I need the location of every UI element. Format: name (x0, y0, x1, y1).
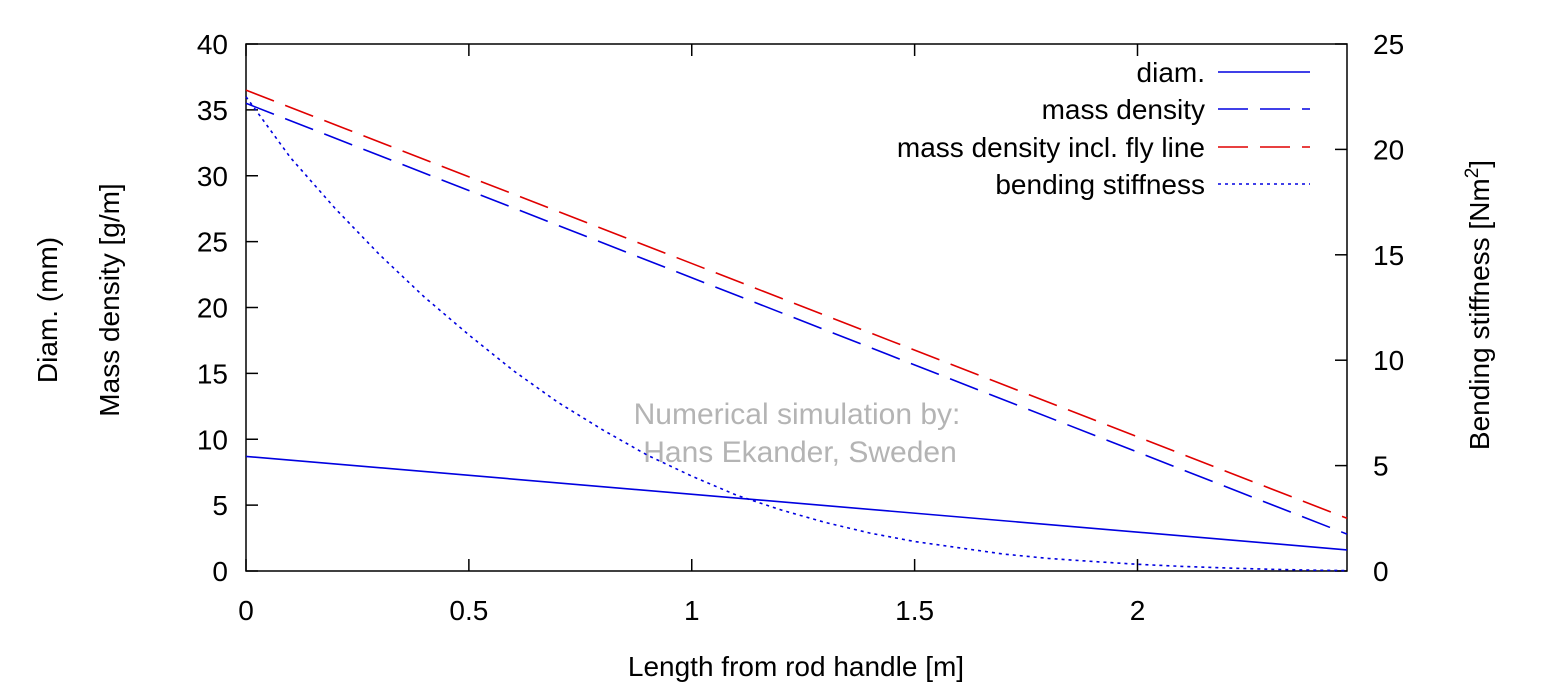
y-axis-title-line-2: Mass density [g/m] (94, 183, 125, 416)
x-tick-label: 1.5 (895, 595, 934, 626)
y-tick-label: 10 (197, 424, 228, 455)
y-tick-label: 30 (197, 161, 228, 192)
y2-tick-label: 20 (1373, 134, 1404, 165)
series-line-mass-density (245, 102, 1348, 535)
y2-axis-title-main: Bending stiffness [Nm (1464, 178, 1495, 450)
y-tick-label: 35 (197, 95, 228, 126)
watermark-line-2: Hans Ekander, Sweden (643, 436, 957, 469)
watermark: Numerical simulation by: Hans Ekander, S… (634, 398, 961, 469)
legend: diam. mass density mass density incl. fly … (897, 57, 1310, 200)
y2-axis-title-sup: 2 (1462, 168, 1483, 179)
legend-label: mass density (1042, 94, 1205, 125)
y2-tick-label: 25 (1373, 29, 1404, 60)
series-line-bending-stiffness (245, 96, 1348, 572)
y2-tick-label: 5 (1373, 451, 1389, 482)
y2-axis-title-end: ] (1464, 160, 1495, 168)
y-tick-label: 15 (197, 358, 228, 389)
legend-label: bending stiffness (995, 169, 1205, 200)
y-tick-label: 0 (212, 556, 228, 587)
x-tick-label: 2 (1130, 595, 1146, 626)
legend-label: diam. (1137, 57, 1205, 88)
x-tick-label: 1 (684, 595, 700, 626)
y2-axis-title: Bending stiffness [Nm2] (1462, 160, 1495, 450)
series-line-mass-density-incl-fly-line (245, 89, 1348, 520)
y2-tick-label: 10 (1373, 345, 1404, 376)
y-tick-label: 20 (197, 293, 228, 324)
legend-label: mass density incl. fly line (897, 132, 1205, 163)
y-axis-title-line-1: Diam. (mm) (32, 237, 63, 383)
x-tick-label: 0 (238, 595, 254, 626)
y2-tick-label: 15 (1373, 240, 1404, 271)
y-tick-label: 25 (197, 227, 228, 258)
y-tick-label: 40 (197, 29, 228, 60)
x-axis-title: Length from rod handle [m] (628, 651, 964, 682)
y-tick-label: 5 (212, 490, 228, 521)
series-lines (245, 89, 1348, 572)
x-tick-label: 0.5 (449, 595, 488, 626)
watermark-line-1: Numerical simulation by: (634, 398, 961, 431)
y2-tick-label: 0 (1373, 556, 1389, 587)
series-line-diam (245, 455, 1348, 551)
